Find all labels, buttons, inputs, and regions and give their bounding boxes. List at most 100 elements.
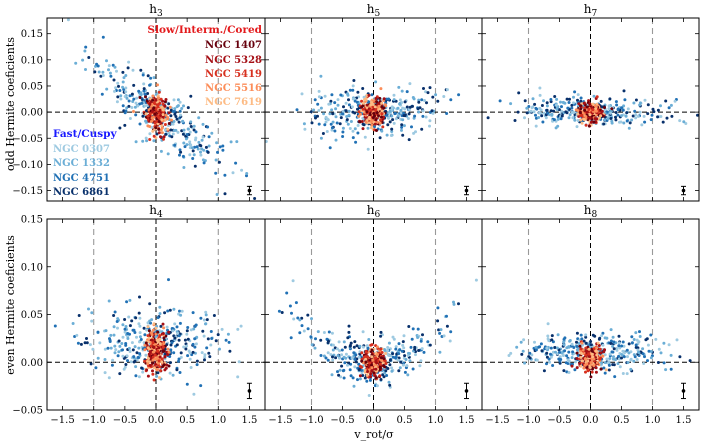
data-point-slow	[167, 350, 171, 354]
data-point-fast	[133, 345, 137, 349]
data-point-fast	[383, 349, 387, 352]
data-point-fast	[386, 346, 390, 349]
data-point-fast	[617, 341, 621, 345]
data-point-fast	[322, 331, 326, 334]
data-point-fast	[360, 371, 364, 375]
data-point-fast	[172, 307, 176, 311]
data-point-fast	[179, 113, 182, 117]
data-point-fast	[390, 369, 394, 373]
data-point-fast	[134, 113, 138, 117]
data-point-fast	[620, 356, 623, 360]
data-point-fast	[520, 352, 524, 356]
data-point-slow	[158, 114, 162, 118]
data-point-fast	[236, 327, 240, 331]
data-point-fast	[193, 324, 197, 328]
data-point-fast	[407, 138, 411, 142]
data-point-slow	[162, 342, 166, 346]
data-point-fast	[352, 351, 356, 355]
data-point-fast	[204, 313, 208, 317]
data-point-fast	[589, 343, 593, 347]
data-point-fast	[540, 349, 544, 353]
data-point-fast	[605, 357, 609, 361]
data-point-slow	[167, 111, 171, 115]
data-point-fast	[313, 346, 317, 350]
data-point-fast	[678, 355, 682, 359]
data-point-fast	[534, 348, 538, 352]
data-point-fast	[223, 173, 227, 177]
data-point-fast	[523, 116, 526, 120]
data-point-slow	[144, 95, 147, 99]
data-point-slow	[154, 98, 158, 102]
data-point-slow	[361, 107, 365, 111]
data-point-fast	[171, 373, 175, 377]
data-point-fast	[354, 140, 358, 144]
data-point-slow	[377, 114, 380, 118]
data-point-fast	[199, 316, 203, 320]
data-point-slow	[578, 111, 582, 115]
data-point-fast	[617, 354, 621, 358]
data-point-fast	[109, 346, 113, 350]
data-point-fast	[127, 346, 131, 350]
data-point-fast	[534, 124, 538, 128]
data-point-slow	[164, 113, 168, 117]
data-point-fast	[408, 352, 412, 355]
data-point-fast	[175, 368, 179, 372]
data-point-fast	[114, 348, 118, 352]
data-point-fast	[338, 349, 342, 353]
data-point-fast	[124, 325, 128, 328]
data-point-fast	[403, 370, 407, 374]
data-point-fast	[361, 87, 365, 90]
data-point-fast	[185, 332, 189, 336]
data-point-fast	[170, 327, 174, 330]
errorbar	[246, 185, 252, 196]
data-point-slow	[156, 83, 159, 87]
data-point-fast	[579, 333, 583, 337]
data-point-fast	[192, 128, 196, 132]
data-point-fast	[124, 109, 128, 113]
data-point-fast	[623, 351, 627, 355]
data-point-fast	[645, 337, 649, 341]
data-point-fast	[201, 329, 205, 333]
data-point-fast	[128, 117, 132, 120]
data-point-fast	[449, 330, 453, 334]
data-point-fast	[174, 115, 178, 118]
data-point-fast	[75, 333, 79, 337]
data-point-slow	[378, 362, 382, 366]
data-point-fast	[361, 374, 365, 377]
data-point-fast	[158, 305, 162, 309]
data-point-fast	[291, 279, 295, 283]
data-point-fast	[422, 87, 425, 90]
data-point-slow	[373, 122, 377, 126]
data-point-fast	[199, 384, 203, 388]
data-point-fast	[319, 136, 323, 140]
panel-h4: −1.5 −1.0 −0.5 0.0 0.5 1.0 1.5 −0.05 0.00 0.05 0.1…	[12, 203, 266, 426]
x-tick-label: 1.0	[645, 415, 661, 426]
data-point-fast	[546, 337, 550, 341]
data-point-slow	[370, 343, 374, 347]
data-point-fast	[186, 127, 190, 131]
data-point-fast	[366, 346, 370, 350]
data-point-fast	[352, 345, 356, 349]
data-point-fast	[83, 341, 87, 345]
data-point-fast	[570, 106, 574, 110]
data-point-fast	[417, 349, 421, 352]
data-point-fast	[193, 337, 197, 341]
data-point-fast	[347, 324, 351, 328]
data-point-slow	[162, 336, 166, 340]
x-tick-label: 0.5	[614, 415, 630, 426]
data-point-fast	[178, 153, 181, 157]
data-point-fast	[626, 355, 629, 359]
data-point-fast	[214, 158, 218, 162]
data-point-fast	[592, 94, 596, 98]
data-point-fast	[178, 148, 182, 152]
data-point-slow	[161, 102, 165, 106]
data-point-fast	[130, 106, 134, 109]
data-point-fast	[449, 98, 453, 102]
data-point-fast	[178, 371, 182, 374]
data-point-fast	[141, 114, 145, 118]
data-point-fast	[665, 116, 669, 120]
data-point-fast	[134, 316, 138, 320]
data-point-fast	[562, 337, 566, 341]
data-point-slow	[164, 98, 168, 101]
data-point-fast	[323, 123, 327, 127]
